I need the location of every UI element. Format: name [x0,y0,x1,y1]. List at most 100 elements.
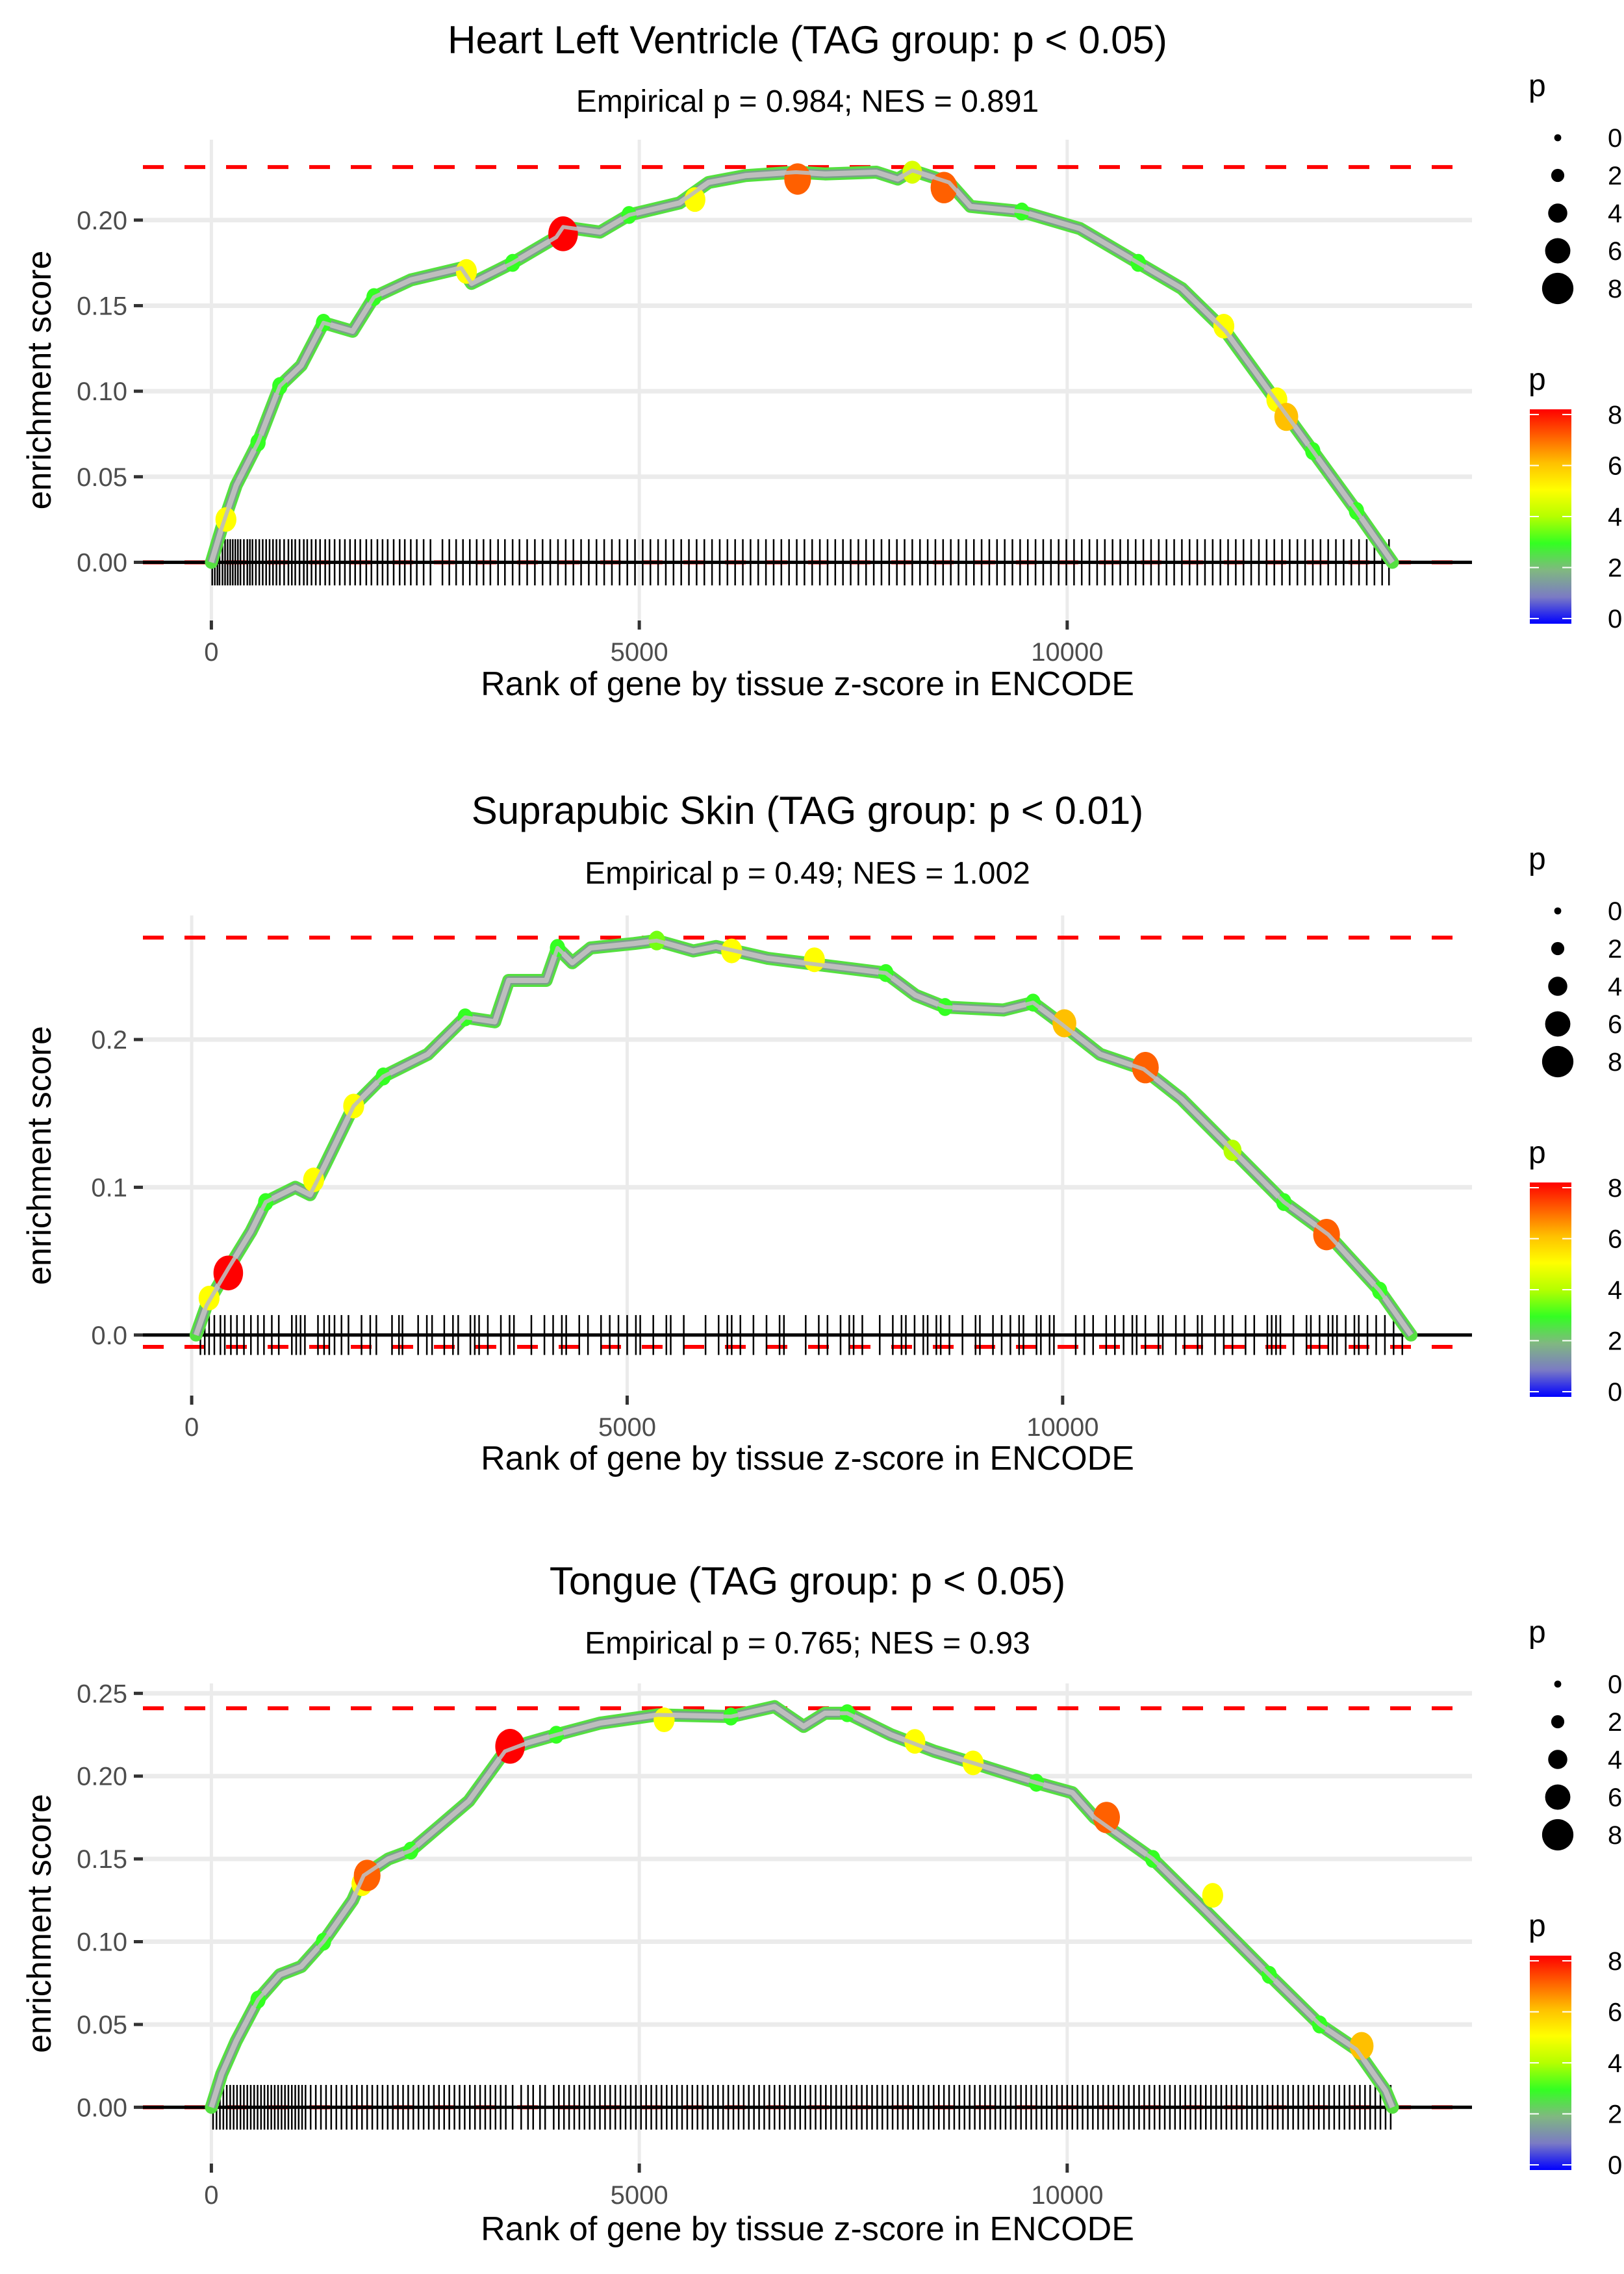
size-legend-label: 2 [1608,1708,1622,1737]
colorbar-label: 6 [1608,452,1622,481]
running-es-line [209,168,1395,564]
colorbar-label: 8 [1608,401,1622,429]
colorbar-label: 2 [1608,1327,1622,1356]
chart-title: Tongue (TAG group: p < 0.05) [550,1559,1065,1603]
colorbar-label: 2 [1608,554,1622,583]
y-tick-label: 0.25 [77,1680,127,1708]
color-legend: p 8 6 4 2 0 [1529,1909,1622,2180]
size-legend-dot [1545,1011,1571,1037]
x-tick-label: 0 [204,638,218,667]
colorbar-label: 4 [1608,1276,1622,1305]
x-tick-label: 10000 [1026,1413,1098,1442]
size-legend-label: 4 [1608,1746,1622,1774]
x-tick-label: 0 [204,2181,218,2210]
panels: Heart Left Ventricle (TAG group: p < 0.0… [21,18,1622,2248]
colorbar-label: 8 [1608,1174,1622,1203]
y-tick-label: 0.0 [91,1322,127,1350]
size-legend-title: p [1529,842,1546,876]
y-axis-label: enrichment score [21,1026,58,1285]
gene-point [455,259,477,284]
gene-point [1213,314,1235,339]
y-tick-label: 0.20 [77,207,127,235]
size-legend-label: 0 [1608,1670,1622,1699]
x-tick-label: 10000 [1031,2181,1103,2210]
color-legend-title: p [1529,1909,1546,1943]
y-tick-label: 0.2 [91,1026,127,1054]
gene-point [548,216,578,251]
x-axis-label: Rank of gene by tissue z-score in ENCODE [481,1440,1134,1477]
chart-subtitle: Empirical p = 0.765; NES = 0.93 [585,1626,1030,1661]
size-legend-label: 6 [1608,1783,1622,1812]
running-es-halo [189,934,1418,1342]
chart-panel-3: Tongue (TAG group: p < 0.05) Empirical p … [21,1559,1622,2248]
size-legend: p 0 2 4 6 8 [1529,69,1622,305]
color-legend: p 8 6 4 2 0 [1529,1136,1622,1407]
colorbar-label: 0 [1608,1378,1622,1407]
colorbar-label: 0 [1608,2151,1622,2180]
chart-subtitle: Empirical p = 0.49; NES = 1.002 [585,856,1030,891]
size-legend-dot [1548,977,1567,996]
size-legend-label: 2 [1608,935,1622,964]
size-legend-label: 6 [1608,1010,1622,1039]
y-tick-label: 0.15 [77,292,127,320]
x-tick-label: 10000 [1031,638,1103,667]
size-legend-dot [1542,1045,1574,1078]
color-legend-title: p [1529,1136,1546,1170]
size-legend-dot [1554,134,1562,142]
running-es-line-top [209,168,1394,564]
size-legend-dot [1551,1715,1565,1729]
colorbar-label: 2 [1608,2101,1622,2129]
x-tick-label: 5000 [598,1413,656,1442]
size-legend-label: 4 [1608,199,1622,228]
y-tick-label: 0.15 [77,1845,127,1874]
gene-point [1202,1883,1223,1908]
x-tick-label: 5000 [611,638,668,667]
size-legend-dot [1548,203,1567,223]
y-tick-label: 0.1 [91,1173,127,1202]
colorbar-label: 4 [1608,2049,1622,2078]
y-axis-label: enrichment score [21,1794,58,2053]
gene-point [1349,2032,1374,2060]
size-legend-dot [1542,1819,1574,1851]
size-legend-label: 8 [1608,1048,1622,1077]
size-legend-label: 0 [1608,897,1622,926]
chart-panel-2: Suprapubic Skin (TAG group: p < 0.01) Emp… [21,789,1622,1477]
size-legend-dot [1554,907,1562,915]
gene-point [653,1707,675,1733]
colorbar-label: 6 [1608,1225,1622,1254]
chart-panel-1: Heart Left Ventricle (TAG group: p < 0.0… [21,18,1622,703]
size-legend-dot [1545,238,1571,264]
size-legend-dot [1545,1784,1571,1810]
y-axis-label: enrichment score [21,251,58,510]
y-tick-label: 0.05 [77,2011,127,2039]
size-legend-label: 2 [1608,162,1622,190]
colorbar-label: 0 [1608,605,1622,633]
running-es-line-top [209,1704,1395,2108]
y-tick-label: 0.00 [77,2093,127,2122]
size-legend-label: 8 [1608,1821,1622,1850]
size-legend-label: 0 [1608,124,1622,153]
chart-subtitle: Empirical p = 0.984; NES = 0.891 [576,84,1039,119]
size-legend-label: 6 [1608,237,1622,266]
size-legend-label: 8 [1608,275,1622,303]
y-tick-label: 0.10 [77,1928,127,1957]
y-tick-label: 0.20 [77,1763,127,1791]
running-es-halo [205,164,1399,569]
size-legend-dot [1554,1680,1562,1688]
x-axis-label: Rank of gene by tissue z-score in ENCODE [481,2210,1134,2248]
color-legend-title: p [1529,363,1546,397]
size-legend-dot [1542,272,1574,305]
chart-title: Suprapubic Skin (TAG group: p < 0.01) [472,789,1143,832]
gene-point [784,163,811,195]
colorbar-label: 6 [1608,1999,1622,2027]
running-es-outline [207,166,1396,565]
y-tick-label: 0.10 [77,377,127,406]
size-legend-title: p [1529,69,1546,103]
running-es-line-top [194,938,1413,1336]
colorbar-label: 8 [1608,1947,1622,1976]
x-axis-label: Rank of gene by tissue z-score in ENCODE [481,665,1134,703]
x-tick-label: 5000 [611,2181,668,2210]
gene-point [804,947,825,973]
color-legend: p 8 6 4 2 0 [1529,363,1622,633]
size-legend: p 0 2 4 6 8 [1529,842,1622,1078]
